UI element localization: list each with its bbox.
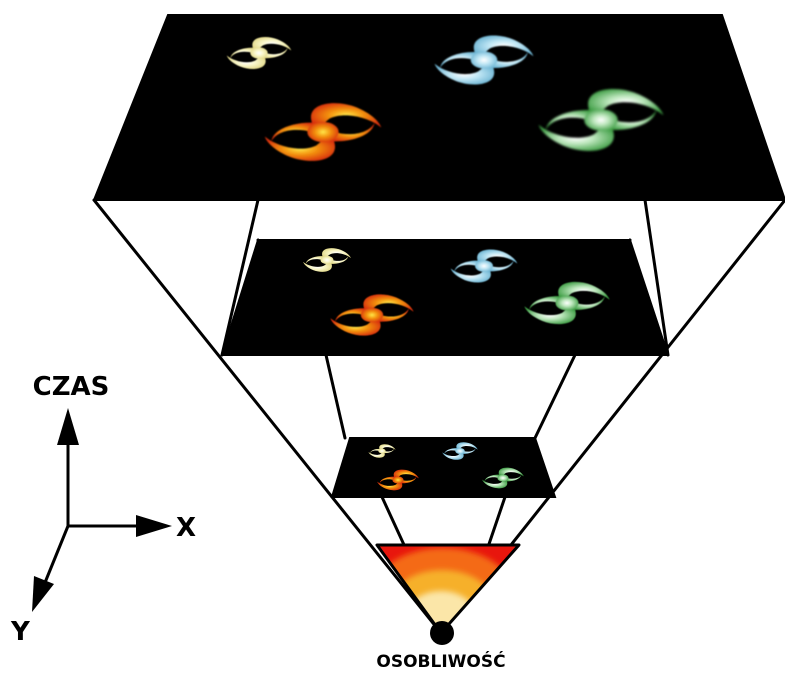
cone-tip-outline [375, 543, 521, 635]
cone-edge-left-inner-3 [380, 495, 407, 549]
slice-far-plane [92, 14, 785, 201]
cone-edge-left-inner-2 [324, 353, 347, 440]
cone-edge-right-inner [643, 198, 670, 357]
slice-near-plane [330, 437, 557, 498]
y-axis-arrowhead [32, 576, 54, 612]
singularity-label: OSOBLIWOŚĆ [376, 650, 505, 672]
cone-edge-right-inner-3 [486, 495, 507, 549]
slice-middle [220, 239, 670, 356]
coordinate-axes [32, 408, 172, 612]
x-axis-arrowhead [136, 515, 172, 537]
early-universe-heat [377, 545, 519, 633]
slice-far [92, 14, 785, 201]
slice-middle-plane [220, 239, 670, 356]
time-axis-arrowhead [57, 408, 79, 445]
time-axis-label: CZAS [33, 372, 110, 402]
y-axis-line [42, 525, 70, 586]
slice-near [330, 437, 557, 498]
y-axis-label: Y [10, 617, 31, 647]
singularity-point [430, 621, 454, 645]
x-axis-label: X [176, 513, 196, 543]
cone-edge-left-inner [220, 198, 260, 357]
cone-edge-left-outer [92, 198, 443, 635]
cone-edge-right-inner-2 [533, 353, 577, 440]
